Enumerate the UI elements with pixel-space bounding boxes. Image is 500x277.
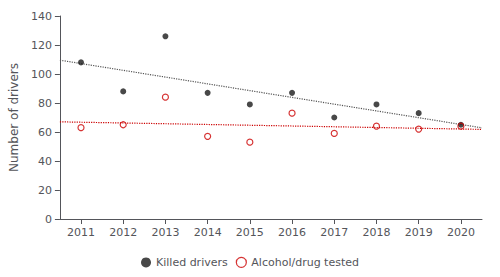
- svg-text:Number of drivers: Number of drivers: [7, 63, 21, 172]
- svg-text:Alcohol/drug tested: Alcohol/drug tested: [251, 256, 359, 269]
- svg-text:2020: 2020: [447, 226, 475, 239]
- svg-text:140: 140: [31, 10, 52, 23]
- svg-text:2012: 2012: [109, 226, 137, 239]
- svg-text:2015: 2015: [236, 226, 264, 239]
- svg-text:40: 40: [38, 155, 52, 168]
- svg-text:80: 80: [38, 97, 52, 110]
- svg-text:0: 0: [45, 213, 52, 226]
- svg-text:2018: 2018: [362, 226, 390, 239]
- svg-text:60: 60: [38, 126, 52, 139]
- svg-text:2017: 2017: [320, 226, 348, 239]
- svg-text:2013: 2013: [151, 226, 179, 239]
- svg-text:100: 100: [31, 68, 52, 81]
- svg-text:2011: 2011: [67, 226, 95, 239]
- svg-text:2014: 2014: [194, 226, 222, 239]
- svg-text:2016: 2016: [278, 226, 306, 239]
- svg-text:120: 120: [31, 39, 52, 52]
- svg-text:20: 20: [38, 184, 52, 197]
- svg-text:Killed drivers: Killed drivers: [156, 256, 228, 269]
- svg-text:2019: 2019: [405, 226, 433, 239]
